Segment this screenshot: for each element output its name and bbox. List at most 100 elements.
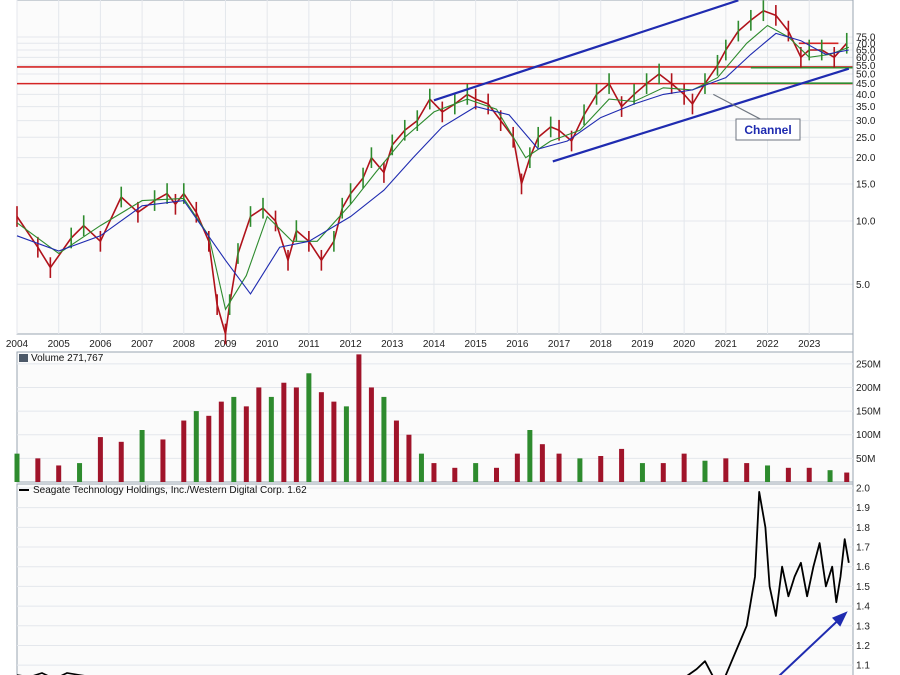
y-tick-label: 70.0 bbox=[856, 39, 876, 50]
ratio-y-tick-label: 1.2 bbox=[856, 641, 870, 652]
volume-bar bbox=[619, 448, 625, 482]
volume-bar bbox=[318, 392, 324, 482]
volume-bar bbox=[243, 406, 249, 482]
channel-callout-pointer bbox=[713, 93, 765, 122]
ratio-y-tick-label: 1.9 bbox=[856, 503, 870, 514]
channel-trendline bbox=[552, 67, 850, 163]
x-tick-label: 2004 bbox=[6, 339, 29, 350]
x-tick-label: 2011 bbox=[298, 339, 320, 350]
x-tick-label: 2019 bbox=[631, 339, 654, 350]
y-tick-label: 45.0 bbox=[856, 79, 876, 90]
volume-bar bbox=[681, 453, 687, 482]
volume-bar bbox=[598, 456, 604, 482]
moving-average-long-line bbox=[16, 32, 849, 295]
volume-bar bbox=[406, 434, 412, 482]
x-tick-label: 2022 bbox=[756, 339, 779, 350]
ratio-y-tick-label: 1.7 bbox=[856, 543, 870, 554]
ratio-y-tick-label: 1.3 bbox=[856, 621, 870, 632]
ratio-y-tick-label: 2.0 bbox=[856, 484, 870, 495]
x-tick-label: 2021 bbox=[715, 339, 738, 350]
ratio-plot-area bbox=[16, 483, 854, 675]
volume-bar bbox=[206, 415, 212, 482]
channel-callout-label: Channel bbox=[744, 123, 791, 137]
price-panel: 2004 2005 2006 2007 2008 2009 2010 2011 2012 2013… bbox=[6, 0, 876, 675]
y-tick-label: 15.0 bbox=[856, 179, 876, 190]
y-tick-label: 5.0 bbox=[856, 280, 870, 291]
volume-bar bbox=[281, 382, 287, 482]
volume-bar bbox=[356, 354, 362, 482]
volume-bar bbox=[556, 453, 562, 482]
volume-bar bbox=[452, 467, 458, 482]
y-tick-label: 25.0 bbox=[856, 133, 876, 144]
volume-bar bbox=[702, 460, 708, 482]
x-tick-label: 2017 bbox=[548, 339, 571, 350]
volume-y-tick-label: 250M bbox=[856, 359, 881, 370]
volume-y-tick-label: 150M bbox=[856, 407, 881, 418]
volume-bar bbox=[343, 406, 349, 482]
volume-bar bbox=[77, 463, 83, 482]
volume-bar bbox=[306, 373, 312, 482]
volume-bar bbox=[514, 453, 520, 482]
volume-bar bbox=[231, 396, 237, 482]
y-tick-label: 75.0 bbox=[856, 32, 876, 43]
volume-bar bbox=[393, 420, 399, 482]
volume-y-tick-label: 50M bbox=[856, 454, 875, 465]
ratio-series-line bbox=[686, 490, 850, 675]
x-tick-label: 2015 bbox=[465, 339, 488, 350]
x-tick-label: 2012 bbox=[339, 339, 362, 350]
y-tick-label: 60.0 bbox=[856, 53, 876, 64]
x-tick-label: 2014 bbox=[423, 339, 446, 350]
x-tick-label: 2009 bbox=[214, 339, 237, 350]
volume-bar bbox=[97, 437, 103, 482]
volume-bar bbox=[539, 444, 545, 482]
volume-panel: 50M 100M 150M 200M 250M Volume 271,767 bbox=[14, 351, 881, 483]
volume-bar bbox=[473, 463, 479, 482]
volume-y-tick-label: 100M bbox=[856, 430, 881, 441]
volume-bar bbox=[744, 463, 750, 482]
volume-bar bbox=[431, 463, 437, 482]
volume-bar bbox=[181, 420, 187, 482]
volume-y-tick-label: 200M bbox=[856, 383, 881, 394]
volume-bar bbox=[218, 401, 224, 482]
ratio-legend: Seagate Technology Holdings, Inc./Wester… bbox=[33, 485, 307, 496]
y-tick-label: 50.0 bbox=[856, 69, 876, 80]
ratio-panel: 1.1 1.2 1.3 1.4 1.5 1.6 1.7 1.8 1.9 2.0 Seagate Te… bbox=[16, 483, 870, 675]
volume-plot-area bbox=[16, 351, 854, 483]
volume-bar bbox=[785, 467, 791, 482]
ratio-y-tick-label: 1.4 bbox=[856, 602, 870, 613]
y-tick-label: 30.0 bbox=[856, 116, 876, 127]
volume-bar bbox=[844, 472, 850, 482]
x-tick-label: 2006 bbox=[89, 339, 112, 350]
ratio-trend-arrow-head bbox=[832, 611, 848, 627]
ratio-y-tick-label: 1.5 bbox=[856, 582, 870, 593]
y-tick-label: 10.0 bbox=[856, 216, 876, 227]
x-tick-label: 2005 bbox=[48, 339, 71, 350]
volume-bar bbox=[639, 463, 645, 482]
x-tick-label: 2008 bbox=[173, 339, 196, 350]
y-tick-label: 65.0 bbox=[856, 46, 876, 57]
ratio-y-tick-label: 1.6 bbox=[856, 562, 870, 573]
y-tick-label: 35.0 bbox=[856, 102, 876, 113]
y-tick-label: 20.0 bbox=[856, 153, 876, 164]
volume-bar bbox=[256, 387, 262, 482]
y-tick-label: 55.0 bbox=[856, 61, 876, 72]
ratio-trend-arrow-shaft bbox=[778, 613, 846, 675]
volume-bar bbox=[527, 430, 533, 482]
volume-bar bbox=[381, 396, 387, 482]
ratio-y-tick-label: 1.8 bbox=[856, 523, 870, 534]
volume-bar bbox=[660, 463, 666, 482]
volume-bar bbox=[827, 470, 833, 482]
x-tick-label: 2020 bbox=[673, 339, 696, 350]
volume-bar bbox=[118, 441, 124, 482]
x-tick-label: 2013 bbox=[381, 339, 404, 350]
ratio-y-tick-label: 1.1 bbox=[856, 661, 870, 672]
x-tick-label: 2023 bbox=[798, 339, 821, 350]
price-plot-area bbox=[16, 0, 854, 335]
volume-bar bbox=[56, 465, 62, 482]
volume-bar bbox=[35, 458, 41, 482]
volume-legend-icon bbox=[19, 354, 28, 362]
volume-bar bbox=[193, 411, 199, 482]
volume-bar bbox=[494, 467, 500, 482]
volume-bar bbox=[139, 430, 145, 482]
volume-bar bbox=[331, 401, 337, 482]
